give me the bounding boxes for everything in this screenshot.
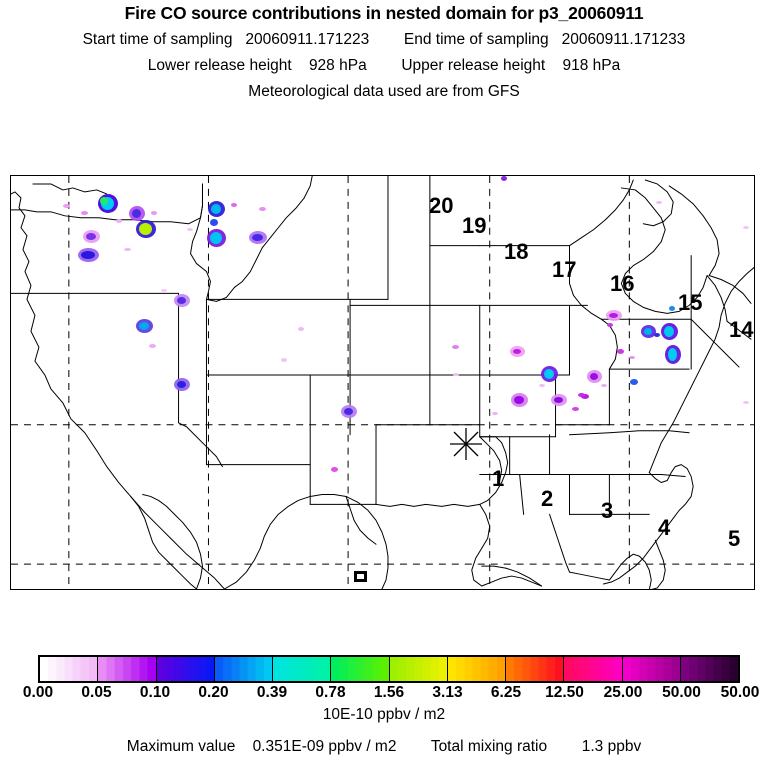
colorbar-segment-5 [331, 657, 390, 681]
colorbar-segment-2 [156, 657, 215, 681]
trajectory-hour-label-20: 20 [429, 193, 454, 218]
end-time-value: 20060911.171233 [561, 31, 686, 48]
map-panel[interactable]: 20 19 18 17 16 15 14 1 2 3 4 5 [10, 175, 755, 590]
footer-summary-line: Maximum value 0.351E-09 ppbv / m2 Total … [0, 738, 768, 756]
colorbar-tick-2: 0.10 [139, 684, 171, 701]
sampling-time-line: Start time of sampling 20060911.171223 E… [0, 31, 768, 49]
lower-release-value: 928 hPa [308, 57, 367, 74]
trajectory-hour-label-5: 5 [728, 526, 741, 551]
trajectory-hour-label-17: 17 [552, 257, 577, 282]
trajectory-hour-label-16: 16 [610, 271, 635, 296]
colorbar[interactable] [38, 655, 740, 683]
colorbar-segment-1 [98, 657, 157, 681]
colorbar-tick-9: 12.50 [545, 684, 584, 701]
colorbar-tick-5: 0.78 [315, 684, 346, 701]
coastline-and-border-paths [11, 176, 754, 589]
lower-release-label: Lower release height [147, 57, 292, 74]
colorbar-tick-10: 25.00 [603, 684, 643, 701]
colorbar-segment-7 [447, 657, 506, 681]
colorbar-tick-7: 3.13 [432, 684, 463, 701]
colorbar-segment-6 [389, 657, 448, 681]
trajectory-hour-label-1: 1 [492, 466, 505, 491]
colorbar-tick-6: 1.56 [373, 684, 405, 701]
colorbar-segment-11 [680, 657, 738, 681]
colorbar-tick-labels: 0.00 0.05 0.10 0.20 0.39 0.78 1.56 3.13 6.25 12.5… [0, 684, 768, 704]
colorbar-segment-0 [40, 657, 99, 681]
total-mixing-ratio-value: 1.3 ppbv [581, 738, 642, 755]
colorbar-segment-4 [273, 657, 332, 681]
colorbar-units-label: 10E-10 ppbv / m2 [322, 706, 446, 723]
colorbar-tick-8: 6.25 [490, 684, 522, 701]
colorbar-tick-4: 0.39 [256, 684, 288, 701]
trajectory-hour-label-15: 15 [678, 290, 703, 315]
colorbar-tick-11: 50.00 [662, 684, 701, 701]
trajectory-hour-label-3: 3 [601, 498, 614, 523]
graticule [11, 176, 754, 589]
colorbar-tick-max: 50.00 [720, 684, 760, 701]
receptor-box-marker [354, 571, 367, 582]
start-time-value: 20060911.171223 [245, 31, 370, 48]
upper-release-label: Upper release height [401, 57, 546, 74]
trajectory-hour-label-19: 19 [462, 213, 487, 238]
release-height-line: Lower release height 928 hPa Upper relea… [0, 57, 768, 75]
end-time-label: End time of sampling [403, 31, 549, 48]
maximum-value-label: Maximum value [126, 738, 236, 755]
release-point-star-icon [450, 428, 482, 460]
upper-release-value: 918 hPa [562, 57, 621, 74]
start-time-label: Start time of sampling [82, 31, 233, 48]
colorbar-segment-9 [564, 657, 623, 681]
colorbar-tick-0: 0.00 [22, 684, 54, 701]
trajectory-hour-label-2: 2 [541, 486, 554, 511]
trajectory-hour-label-4: 4 [658, 515, 671, 540]
map-vector-layer [11, 176, 754, 589]
trajectory-hour-label-14: 14 [729, 317, 754, 342]
maximum-value-value: 0.351E-09 ppbv / m2 [252, 738, 397, 755]
colorbar-tick-3: 0.20 [198, 684, 229, 701]
trajectory-hour-label-18: 18 [504, 239, 529, 264]
meteorology-source-line: Meteorological data used are from GFS [248, 83, 520, 100]
figure-title: Fire CO source contributions in nested d… [124, 3, 644, 23]
total-mixing-ratio-label: Total mixing ratio [430, 738, 548, 755]
colorbar-segment-8 [506, 657, 565, 681]
colorbar-segment-10 [622, 657, 681, 681]
colorbar-tick-1: 0.05 [81, 684, 112, 701]
colorbar-segment-3 [214, 657, 273, 681]
